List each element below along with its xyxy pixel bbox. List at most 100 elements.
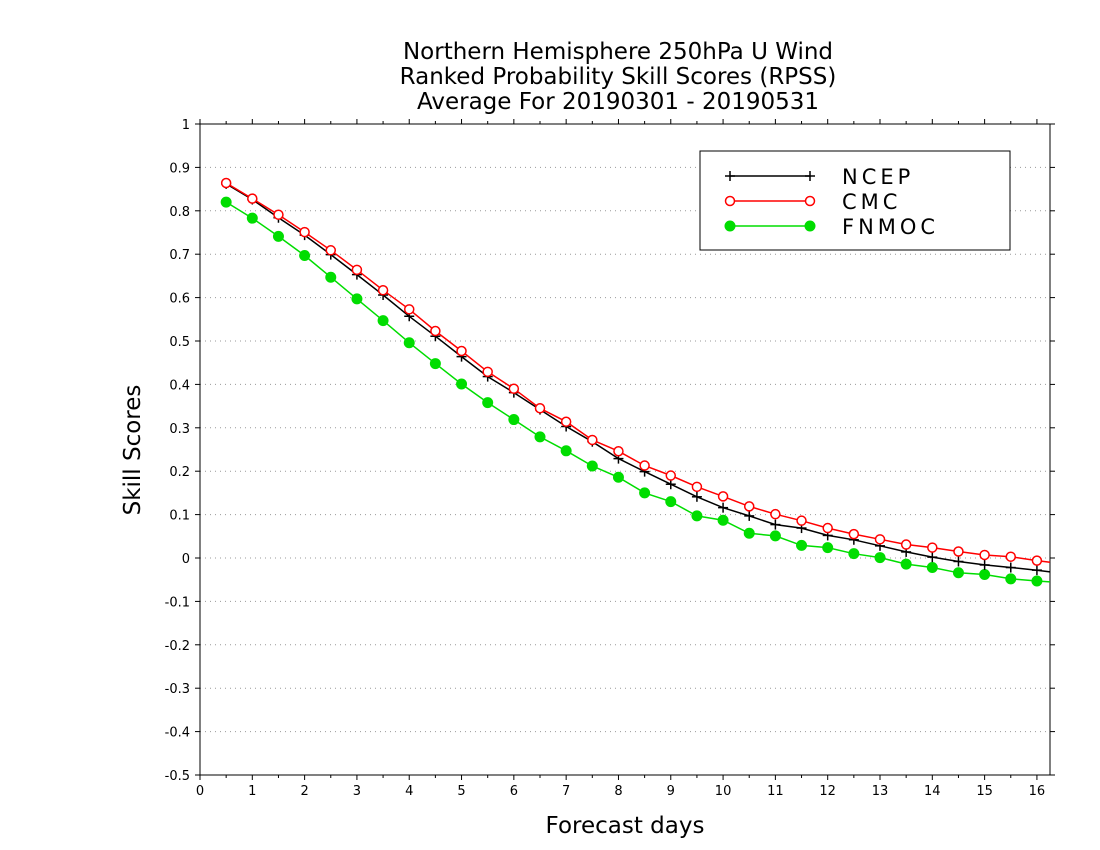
data-point-cmc [1005, 551, 1017, 562]
data-point-cmc [874, 534, 886, 545]
legend-marker-fnmoc [804, 220, 816, 232]
data-point-fnmoc [639, 487, 651, 499]
data-point-fnmoc [482, 397, 494, 409]
data-point-fnmoc [796, 539, 808, 551]
x-tick-label: 6 [510, 784, 518, 799]
legend-label-cmc: CMC [842, 190, 901, 214]
data-point-fnmoc [220, 196, 232, 208]
data-point-ncep [953, 556, 964, 567]
data-point-cmc [534, 403, 546, 414]
data-point-cmc [743, 501, 755, 512]
data-point-ncep [770, 519, 781, 530]
legend-marker-ncep [725, 171, 735, 181]
y-tick-label: 0.7 [169, 248, 190, 263]
y-tick-label: -0.1 [165, 595, 190, 610]
data-point-fnmoc [874, 552, 886, 564]
gridlines [200, 166, 1050, 733]
data-point-fnmoc [717, 514, 729, 526]
x-tick-label: 16 [1029, 784, 1046, 799]
y-tick-label: 0.2 [169, 465, 190, 480]
data-point-fnmoc [665, 496, 677, 508]
data-point-cmc [953, 546, 964, 557]
series-cmc [220, 177, 1051, 566]
legend-label-fnmoc: FNMOC [842, 215, 939, 239]
data-point-fnmoc [612, 471, 624, 483]
data-point-cmc [796, 515, 807, 526]
x-tick-label: 9 [667, 784, 675, 799]
data-point-fnmoc [534, 431, 546, 443]
x-tick-label: 5 [457, 784, 465, 799]
y-tick-label: 0 [182, 552, 190, 567]
data-point-fnmoc [560, 445, 572, 457]
data-point-cmc [247, 193, 258, 204]
y-tick-label: 0.8 [169, 205, 190, 220]
data-point-cmc [665, 470, 677, 481]
data-point-cmc [508, 383, 520, 394]
data-point-cmc [325, 245, 337, 256]
y-tick-label: 0.5 [169, 335, 190, 350]
data-point-fnmoc [586, 460, 598, 472]
data-point-cmc [927, 542, 938, 553]
data-point-fnmoc [926, 562, 938, 574]
series-line-fnmoc [225, 201, 1051, 583]
series-fnmoc [220, 196, 1051, 587]
data-point-fnmoc [1005, 573, 1017, 585]
data-point-cmc [403, 304, 415, 315]
x-tick-label: 0 [196, 784, 204, 799]
data-point-fnmoc [900, 558, 912, 570]
title-line-2: Ranked Probability Skill Scores (RPSS) [400, 64, 837, 90]
x-axis: 0 1 2 3 4 5 6 7 8 9 10 11 12 13 14 15 16 [196, 119, 1045, 799]
y-tick-label: -0.3 [165, 682, 190, 697]
data-point-fnmoc [456, 378, 468, 390]
legend-item-cmc: CMC [724, 190, 901, 214]
title-line-3: Average For 20190301 - 20190531 [417, 89, 819, 115]
y-tick-label: 1 [182, 118, 190, 133]
y-tick-label: 0.4 [169, 378, 190, 393]
data-point-cmc [639, 460, 650, 471]
data-point-fnmoc [403, 337, 415, 349]
data-point-fnmoc [979, 568, 991, 580]
x-tick-label: 10 [715, 784, 732, 799]
data-point-fnmoc [325, 271, 337, 283]
data-point-ncep [665, 479, 676, 490]
data-point-fnmoc [272, 230, 284, 242]
data-point-fnmoc [377, 315, 389, 327]
data-point-cmc [377, 284, 389, 296]
y-tick-label: -0.2 [165, 639, 190, 654]
x-tick-label: 8 [614, 784, 622, 799]
data-point-ncep [691, 491, 702, 502]
legend-marker-fnmoc [724, 220, 736, 232]
data-point-ncep [927, 552, 938, 563]
y-tick-label: 0.3 [169, 422, 190, 437]
y-tick-label: 0.1 [169, 509, 190, 524]
y-tick-label: 0.9 [169, 161, 190, 176]
data-point-cmc [351, 264, 363, 276]
data-point-fnmoc [848, 548, 860, 560]
data-point-cmc [979, 549, 990, 561]
legend-item-fnmoc: FNMOC [724, 215, 939, 239]
x-tick-label: 7 [562, 784, 570, 799]
data-point-cmc [770, 508, 781, 520]
data-point-cmc [613, 445, 624, 457]
title-line-1: Northern Hemisphere 250hPa U Wind [403, 39, 833, 65]
data-point-fnmoc [769, 530, 781, 542]
data-point-cmc [430, 325, 441, 337]
legend-item-ncep: NCEP [725, 165, 910, 189]
x-tick-label: 1 [248, 784, 256, 799]
y-axis-label: Skill Scores [120, 385, 146, 516]
x-tick-label: 13 [872, 784, 889, 799]
data-point-fnmoc [299, 250, 311, 262]
x-tick-label: 12 [819, 784, 836, 799]
data-point-cmc [822, 522, 833, 534]
data-point-fnmoc [429, 358, 441, 370]
x-tick-label: 3 [353, 784, 361, 799]
y-tick-label: 0.6 [169, 292, 190, 307]
data-point-fnmoc [691, 510, 703, 522]
data-point-fnmoc [952, 567, 964, 579]
data-point-fnmoc [822, 542, 834, 554]
data-point-cmc [848, 528, 860, 540]
data-point-cmc [691, 481, 703, 493]
data-point-cmc [456, 345, 467, 357]
data-point-fnmoc [246, 212, 258, 224]
